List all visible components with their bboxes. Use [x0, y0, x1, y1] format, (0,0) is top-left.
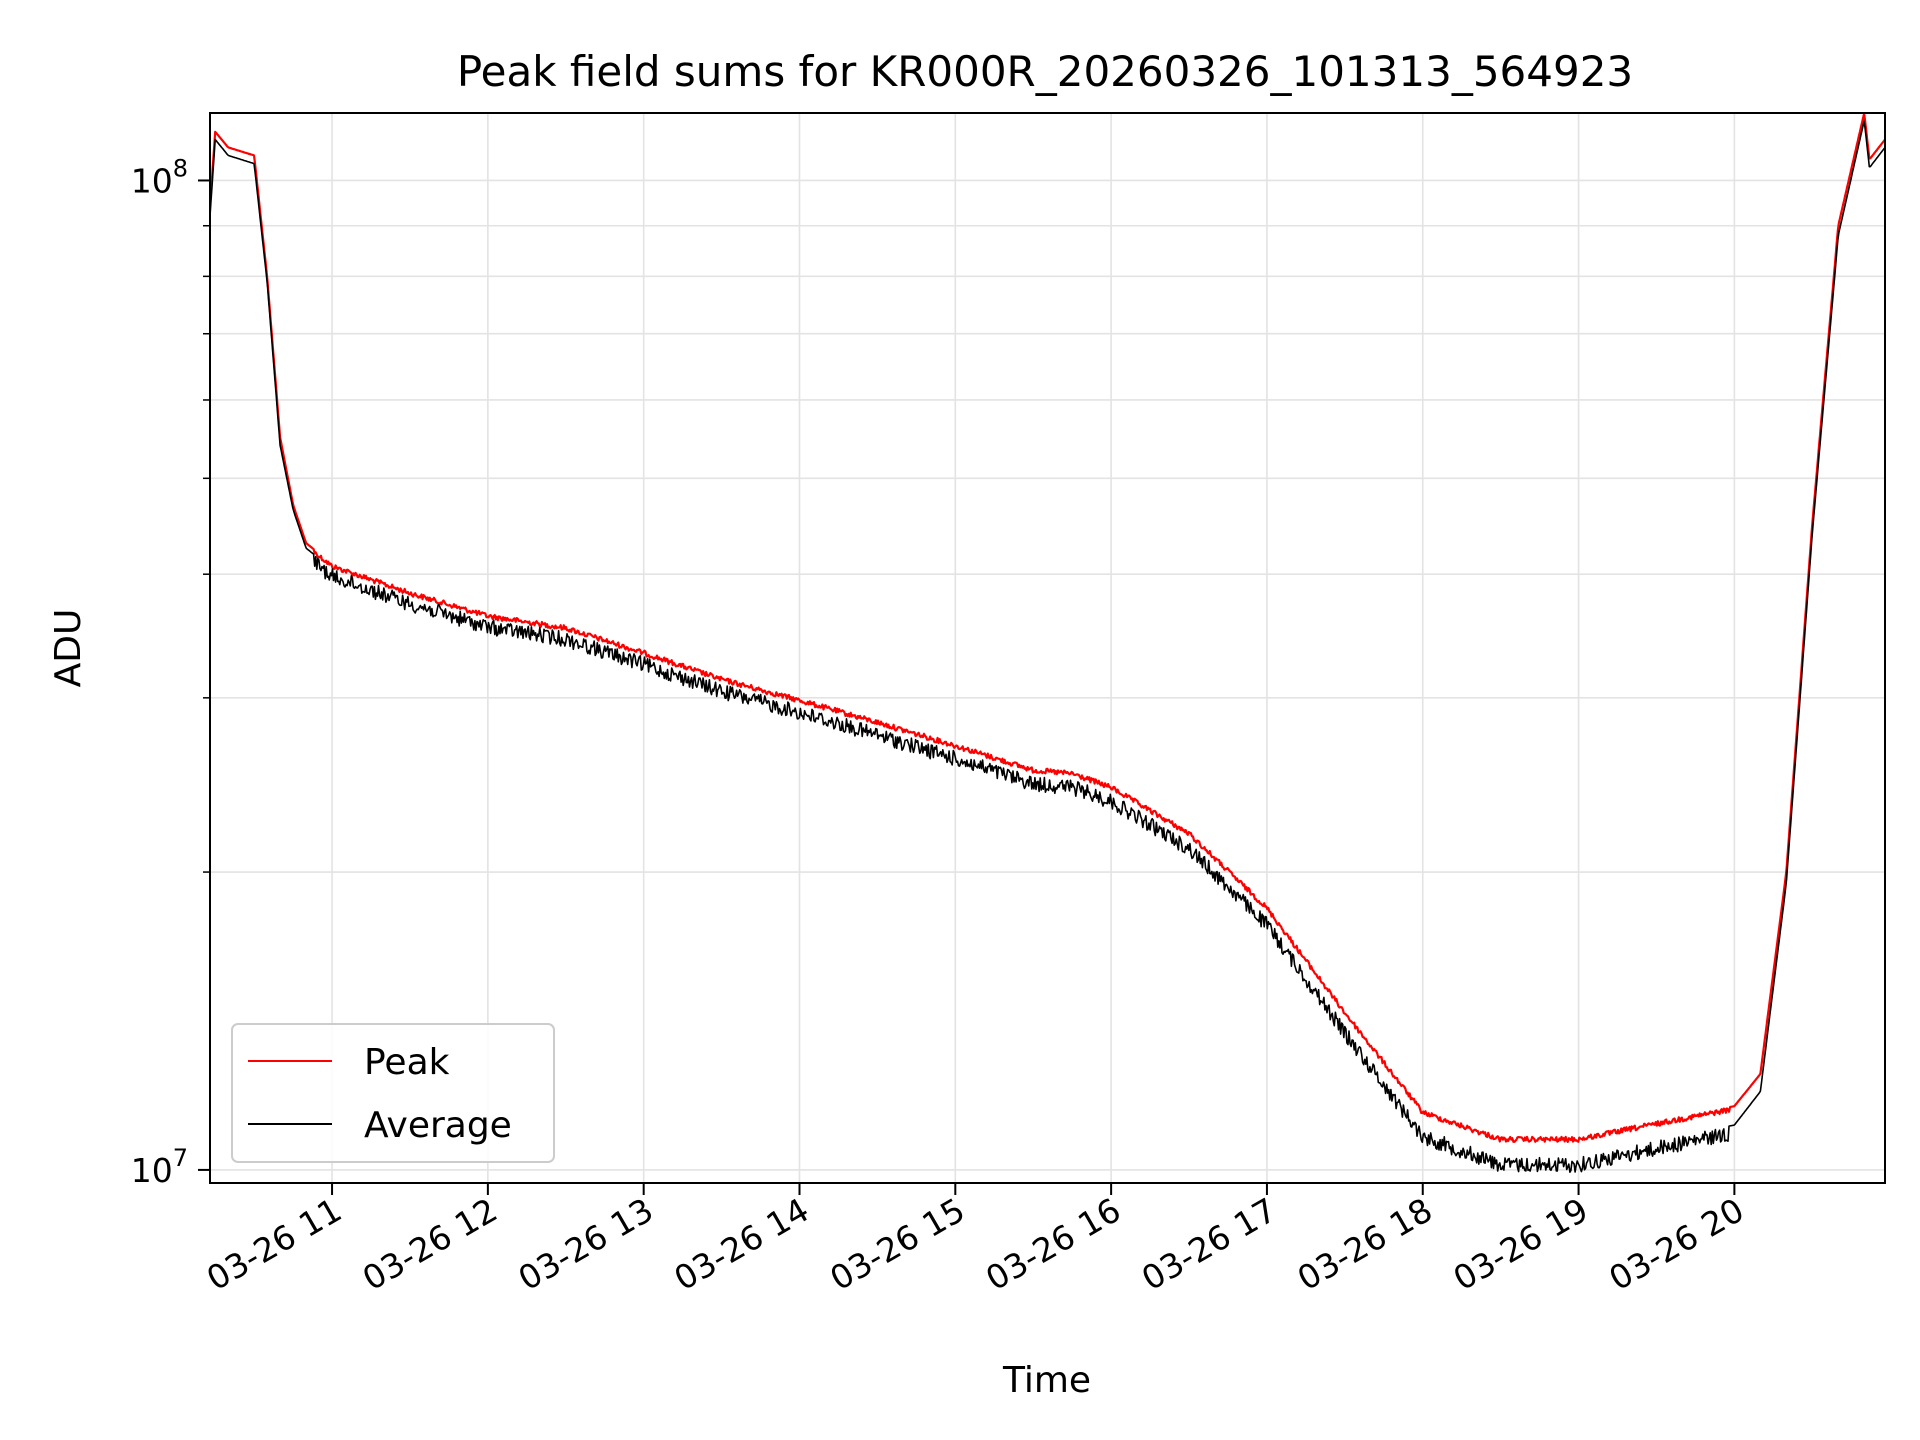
- series-line-average: [210, 120, 1885, 1173]
- y-axis-label: ADU: [48, 609, 89, 688]
- y-tick-exponent: 8: [173, 154, 188, 182]
- y-tick-base: 10: [131, 161, 173, 200]
- chart-title: Peak field sums for KR000R_20260326_1013…: [457, 47, 1633, 96]
- y-tick-exponent: 7: [173, 1144, 188, 1172]
- series-layer: [210, 113, 1885, 1173]
- x-axis-label: Time: [1002, 1360, 1091, 1401]
- y-tick-label: 107: [131, 1144, 188, 1190]
- plot-frame: [209, 112, 1886, 1184]
- grid: [210, 113, 1885, 1183]
- legend-box: [231, 1023, 555, 1163]
- legend: Peak Average: [231, 1023, 555, 1163]
- legend-label: Peak: [364, 1042, 450, 1083]
- legend-label: Average: [364, 1105, 512, 1146]
- y-tick-base: 10: [131, 1151, 173, 1190]
- series-line-peak: [210, 113, 1885, 1143]
- y-tick-label: 108: [131, 154, 188, 200]
